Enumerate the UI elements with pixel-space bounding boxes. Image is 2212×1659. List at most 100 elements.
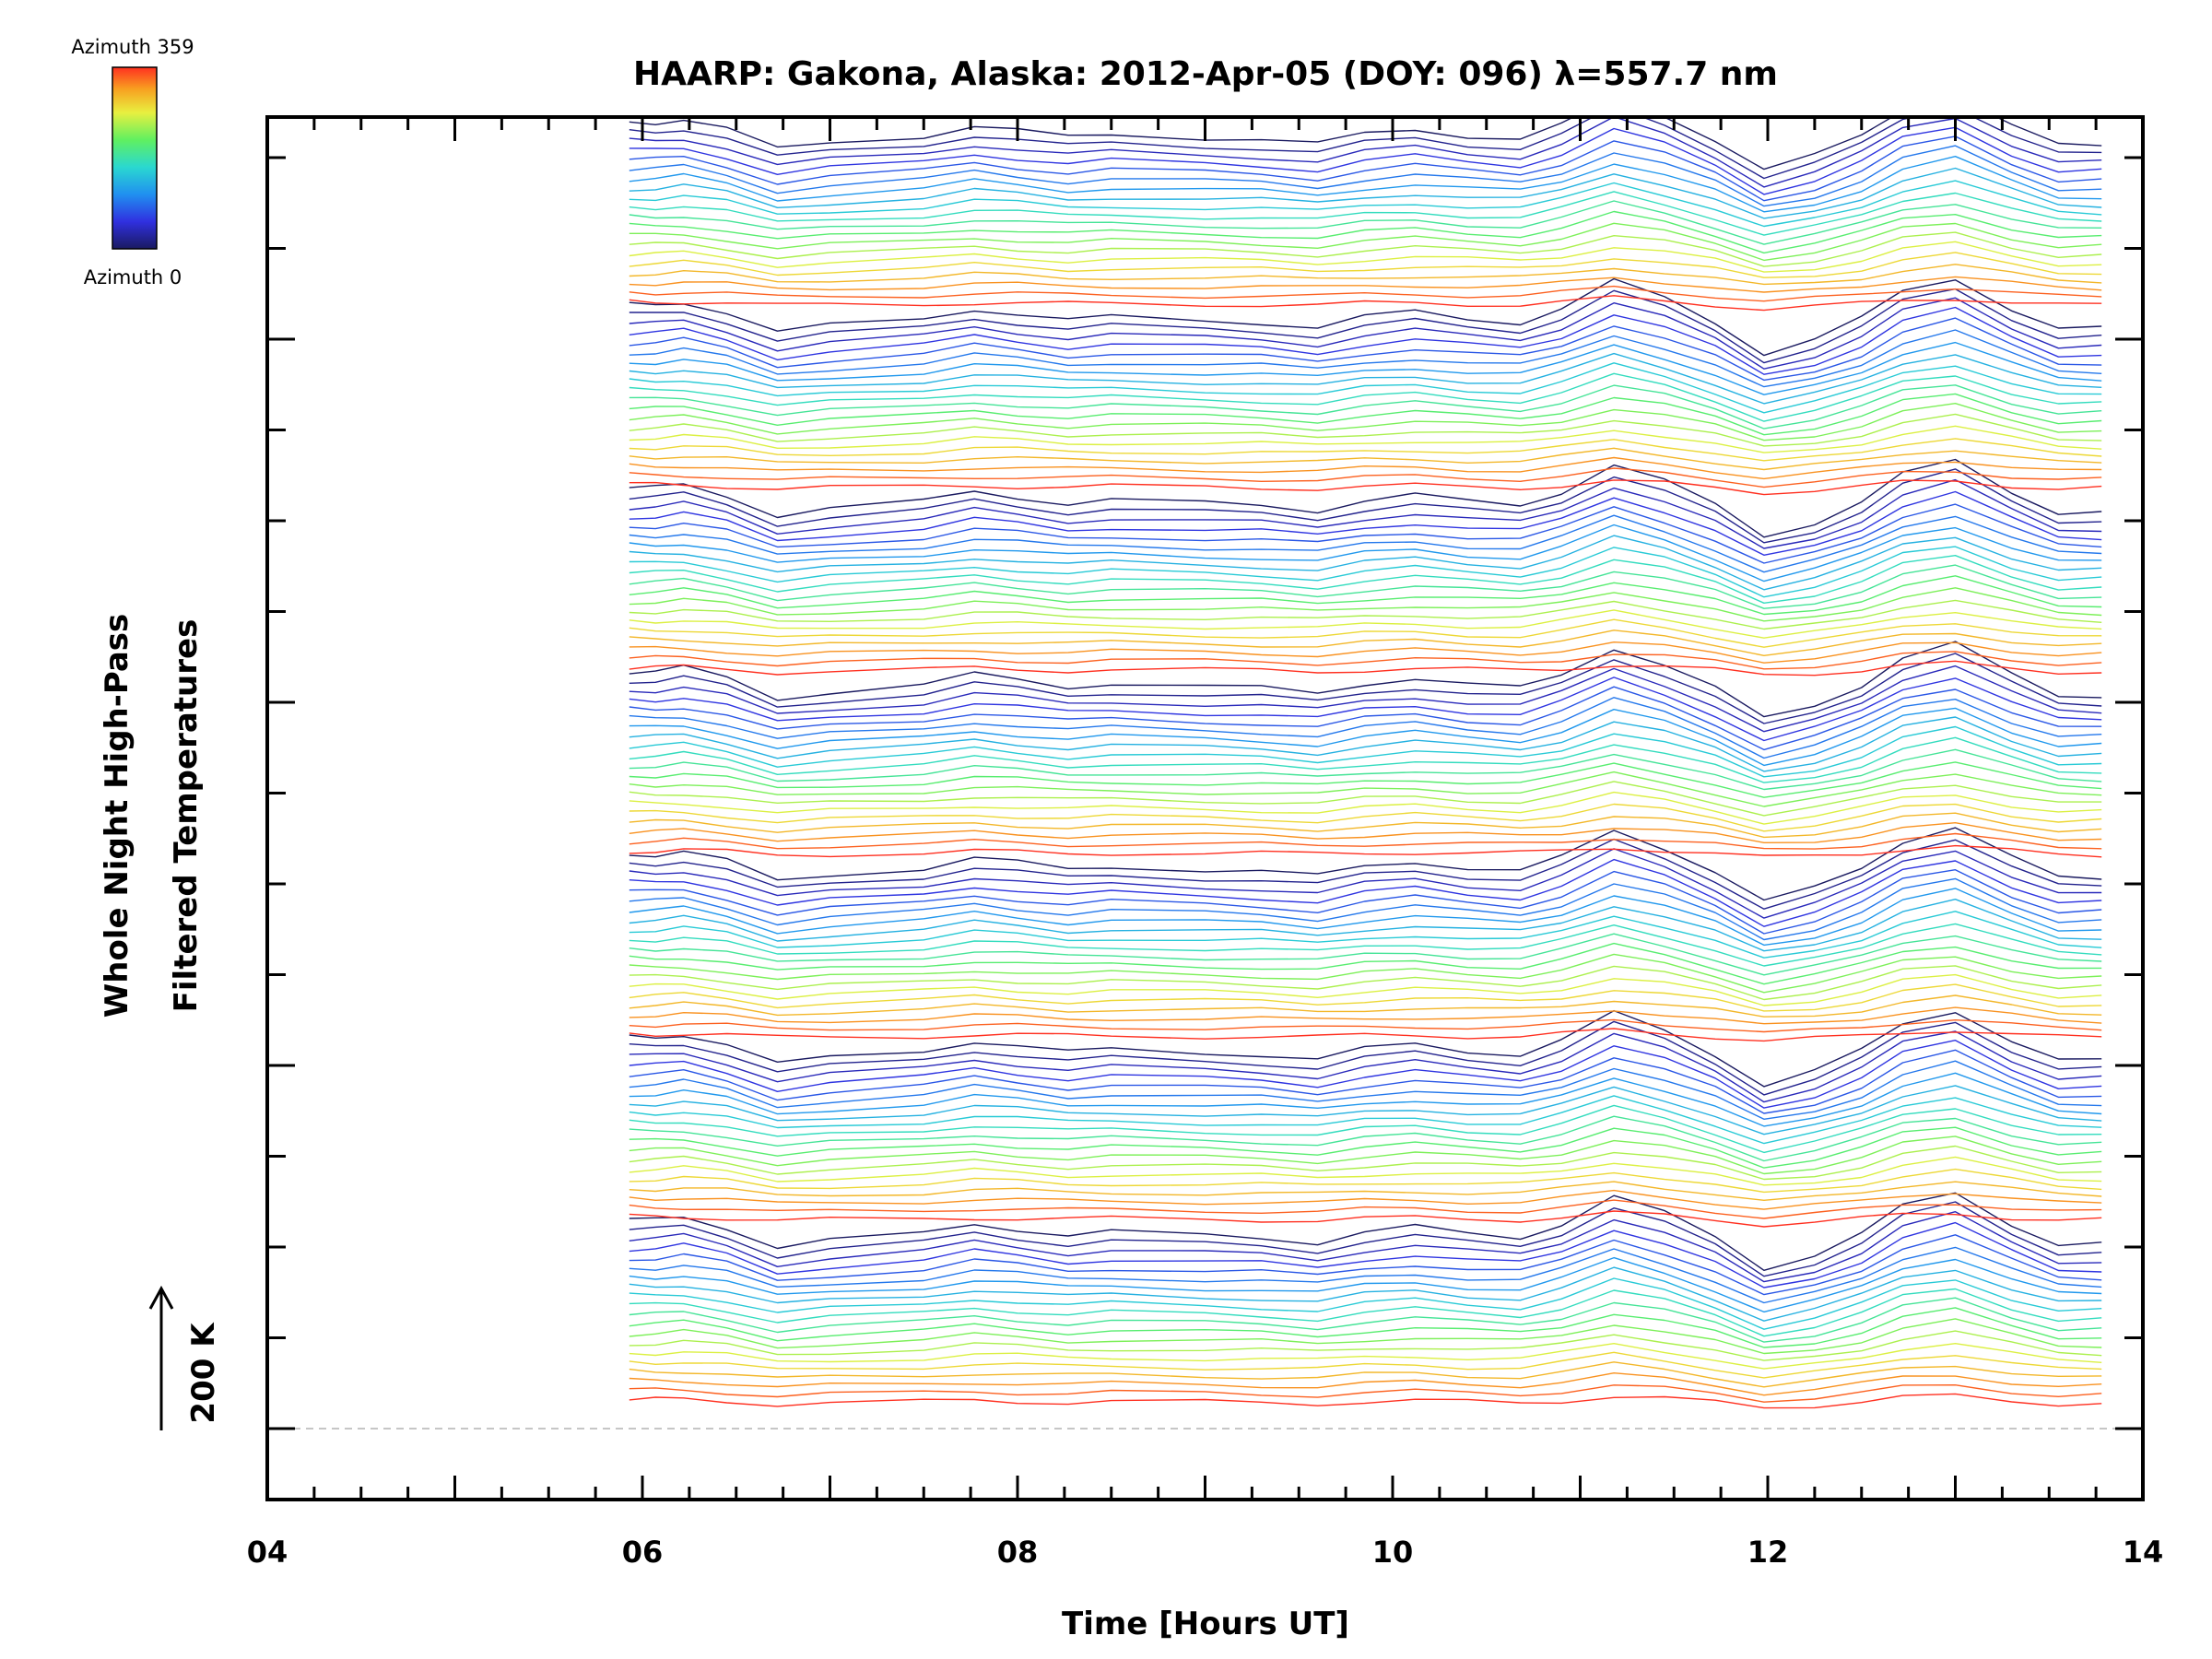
azimuth-profile-line xyxy=(629,1049,2102,1114)
azimuth-profile-line xyxy=(629,1156,2102,1186)
azimuth-profile-line xyxy=(629,1115,2102,1162)
azimuth-profile-line xyxy=(629,264,2102,286)
azimuth-profile-line xyxy=(629,403,2102,441)
azimuth-profile-line xyxy=(629,468,2102,544)
azimuth-profile-line xyxy=(629,761,2102,798)
azimuth-profile-line xyxy=(629,923,2102,967)
azimuth-profile-line xyxy=(629,1192,2102,1272)
azimuth-profile-line xyxy=(629,660,2102,677)
azimuth-profile-line xyxy=(629,686,2102,751)
azimuth-profile-line xyxy=(629,458,2102,538)
azimuth-profile-line xyxy=(629,618,2102,648)
azimuth-profile-line xyxy=(629,848,2102,919)
x-tick-label: 12 xyxy=(1747,1535,1789,1570)
azimuth-profile-line xyxy=(629,844,2102,858)
azimuth-profile-line xyxy=(629,736,2102,783)
azimuth-profile-line xyxy=(629,1351,2102,1379)
azimuth-profile-line xyxy=(629,942,2102,985)
azimuth-profile-line xyxy=(629,748,2102,791)
azimuth-profile-line xyxy=(629,295,2102,312)
azimuth-profile-line xyxy=(629,973,2102,1006)
colorbar-top-label: Azimuth 359 xyxy=(71,36,194,58)
azimuth-profile-line xyxy=(629,822,2102,843)
azimuth-profile-line xyxy=(629,1330,2102,1361)
azimuth-profile-line xyxy=(629,1095,2102,1145)
azimuth-profile-line xyxy=(629,210,2102,254)
azimuth-profile-line xyxy=(629,546,2102,598)
azimuth-profile-line xyxy=(629,126,2102,195)
azimuth-profile-line xyxy=(629,771,2102,807)
azimuth-profile-line xyxy=(629,1030,2102,1103)
azimuth-profile-line xyxy=(629,231,2102,267)
azimuth-profile-line xyxy=(629,241,2102,273)
azimuth-profile-line xyxy=(629,117,2102,171)
x-tick-label: 08 xyxy=(997,1535,1039,1570)
azimuth-profile-line xyxy=(629,514,2102,573)
azimuth-profile-line xyxy=(629,1318,2102,1355)
azimuth-profile-line xyxy=(629,587,2102,622)
azimuth-profile-line xyxy=(629,191,2102,236)
azimuth-profile-line xyxy=(629,285,2102,302)
azimuth-profile-line xyxy=(629,599,2102,630)
azimuth-profile-line xyxy=(629,677,2102,742)
y-axis-label-line-2: Filtered Temperatures xyxy=(168,619,205,1013)
azimuth-profile-line xyxy=(629,1221,2102,1288)
azimuth-profile-line xyxy=(629,1393,2102,1409)
azimuth-profile-line xyxy=(629,781,2102,817)
x-tick-label: 14 xyxy=(2123,1535,2164,1570)
scale-bar-label: 200 K xyxy=(185,1322,222,1424)
azimuth-profile-line xyxy=(629,911,2102,959)
azimuth-profile-line xyxy=(629,180,2102,228)
x-tick-labels: 04 06 08 10 12 14 xyxy=(247,1535,2164,1570)
azimuth-profile-line xyxy=(629,117,2102,188)
azimuth-profile-line xyxy=(629,167,2102,219)
azimuth-profile-line xyxy=(629,467,2102,488)
azimuth-profile-line xyxy=(629,725,2102,778)
azimuth-profile-line xyxy=(629,1297,2102,1343)
azimuth-profile-line xyxy=(629,641,2102,664)
azimuth-profile-line xyxy=(629,252,2102,278)
azimuth-profile-line xyxy=(629,479,2102,496)
azimuth-profile-line xyxy=(629,575,2102,616)
azimuth-profile-line xyxy=(629,1085,2102,1135)
azimuth-profile-line xyxy=(629,555,2102,604)
azimuth-profile-line xyxy=(629,1307,2102,1348)
azimuth-profile-line xyxy=(629,1199,2102,1219)
azimuth-profile-line xyxy=(629,352,2102,405)
azimuth-profile-line xyxy=(629,665,2102,733)
azimuth-profile-line xyxy=(629,117,2102,180)
azimuth-profile-line xyxy=(629,1383,2102,1403)
azimuth-profile-line xyxy=(629,1266,2102,1322)
azimuth-profile-line xyxy=(629,535,2102,591)
azimuth-profile-line xyxy=(629,393,2102,436)
azimuth-profile-line xyxy=(629,329,2102,388)
azimuth-profile-line xyxy=(629,341,2102,395)
azimuth-profile-line xyxy=(629,1009,2102,1088)
azimuth-profile-line xyxy=(629,384,2102,429)
azimuth-profile-line xyxy=(629,1135,2102,1175)
azimuth-profile-line xyxy=(629,716,2102,772)
azimuth-profile-line xyxy=(629,953,2102,994)
azimuth-profile-line xyxy=(629,641,2102,718)
axis-ticks xyxy=(265,117,2145,1500)
scale-bar: 200 K xyxy=(148,1285,222,1430)
azimuth-profile-line xyxy=(629,1342,2102,1370)
azimuth-profile-line xyxy=(629,1256,2102,1313)
y-axis-label-line-1: Whole Night High-Pass xyxy=(99,614,135,1018)
azimuth-profile-line xyxy=(629,1018,2102,1033)
azimuth-profile-line xyxy=(629,413,2102,447)
azimuth-profile-line xyxy=(629,1201,2102,1277)
azimuth-profile-line xyxy=(629,564,2102,609)
azimuth-profile-line xyxy=(629,869,2102,935)
x-tick-label: 10 xyxy=(1372,1535,1414,1570)
azimuth-profile-line xyxy=(629,276,2102,293)
azimuth-profile-line xyxy=(629,651,2102,670)
azimuth-profile-line xyxy=(629,1104,2102,1154)
azimuth-profile-line xyxy=(629,877,2102,941)
azimuth-profile-line xyxy=(629,1060,2102,1121)
azimuth-profile-line xyxy=(629,438,2102,462)
azimuth-profile-line xyxy=(629,1181,2102,1202)
azimuth-profile-line xyxy=(629,653,2102,724)
azimuth-profile-line xyxy=(629,490,2102,556)
azimuth-profile-line xyxy=(629,838,2102,910)
